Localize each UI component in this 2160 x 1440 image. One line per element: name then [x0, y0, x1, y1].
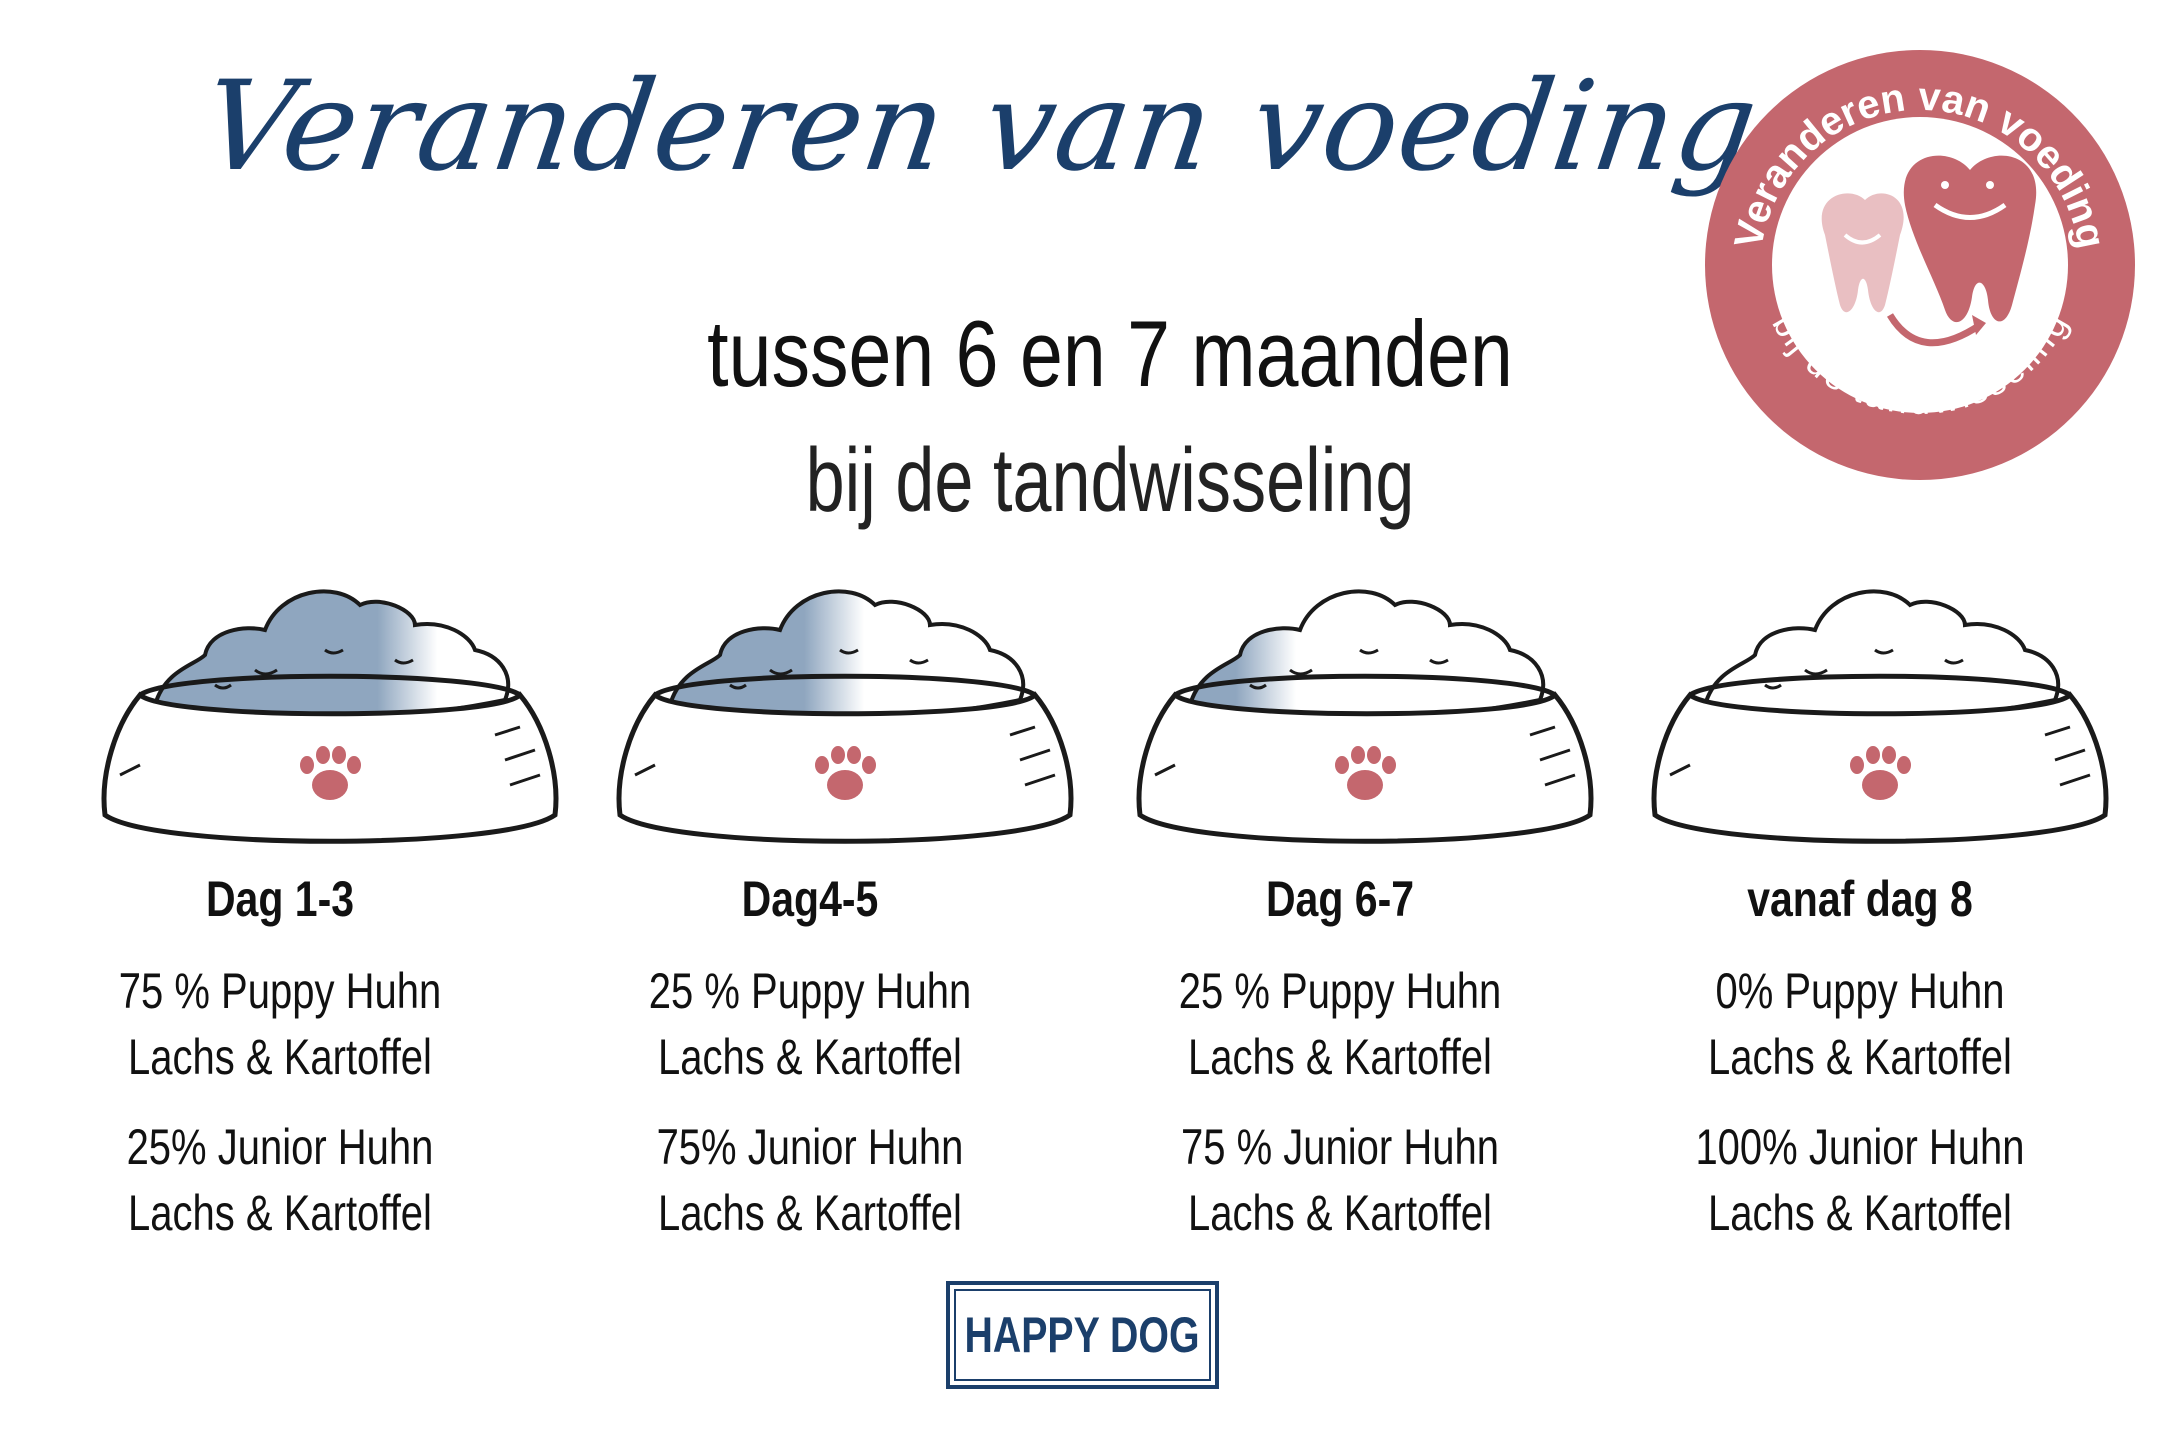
step-puppy-sub: Lachs & Kartoffel	[1188, 1029, 1492, 1085]
paw-icon	[1335, 746, 1396, 800]
food-bowl	[610, 575, 1080, 865]
food-pile	[1187, 589, 1546, 721]
teeth-badge: Veranderen van voeding bij de tandwissel…	[1705, 50, 2135, 480]
step-column: Dag4-5 25 % Puppy Huhn Lachs & Kartoffel…	[560, 870, 1060, 1246]
step-puppy: 25 % Puppy Huhn	[1178, 963, 1502, 1019]
step-puppy-sub: Lachs & Kartoffel	[658, 1029, 962, 1085]
food-pile	[1702, 589, 2061, 721]
food-pile	[152, 589, 511, 721]
subtitle-teething: bij de tandwisseling	[805, 431, 1415, 531]
paw-icon	[300, 746, 361, 800]
subtitle-age: tussen 6 en 7 maanden	[707, 301, 1513, 406]
step-junior-sub: Lachs & Kartoffel	[1708, 1185, 2012, 1241]
step-column: Dag 6-7 25 % Puppy Huhn Lachs & Kartoffe…	[1090, 870, 1590, 1246]
food-bowl	[1130, 575, 1600, 865]
step-puppy-sub: Lachs & Kartoffel	[1708, 1029, 2012, 1085]
step-junior: 100% Junior Huhn	[1695, 1119, 2025, 1175]
paw-icon	[815, 746, 876, 800]
bowl-body	[616, 691, 1074, 844]
happy-dog-logo: HAPPY DOG	[946, 1281, 1219, 1389]
step-column: Dag 1-3 75 % Puppy Huhn Lachs & Kartoffe…	[30, 870, 530, 1246]
step-puppy-sub: Lachs & Kartoffel	[128, 1029, 432, 1085]
step-day: vanaf dag 8	[1747, 871, 1973, 927]
food-bowl	[95, 575, 565, 865]
step-puppy: 75 % Puppy Huhn	[118, 963, 442, 1019]
baby-tooth-icon	[1821, 193, 1904, 313]
step-junior: 75 % Junior Huhn	[1181, 1119, 1499, 1175]
swap-arrow-icon	[1886, 313, 1982, 347]
adult-tooth-icon	[1903, 155, 2037, 323]
step-day: Dag 6-7	[1265, 871, 1415, 927]
bowl-body	[101, 691, 559, 844]
page-title: Veranderen van voeding	[194, 55, 1767, 199]
bowl-body	[1651, 691, 2109, 844]
step-junior-sub: Lachs & Kartoffel	[128, 1185, 432, 1241]
food-pile	[667, 589, 1026, 721]
logo-text: HAPPY DOG	[965, 1307, 1200, 1363]
step-junior: 75% Junior Huhn	[656, 1119, 964, 1175]
step-junior: 25% Junior Huhn	[126, 1119, 434, 1175]
step-day: Dag4-5	[741, 871, 879, 927]
paw-icon	[1850, 746, 1911, 800]
step-junior-sub: Lachs & Kartoffel	[1188, 1185, 1492, 1241]
step-puppy: 0% Puppy Huhn	[1715, 963, 2005, 1019]
bowl-body	[1136, 691, 1594, 844]
step-puppy: 25 % Puppy Huhn	[648, 963, 972, 1019]
food-bowl	[1645, 575, 2115, 865]
step-junior-sub: Lachs & Kartoffel	[658, 1185, 962, 1241]
step-column: vanaf dag 8 0% Puppy Huhn Lachs & Kartof…	[1610, 870, 2110, 1246]
step-day: Dag 1-3	[205, 871, 355, 927]
